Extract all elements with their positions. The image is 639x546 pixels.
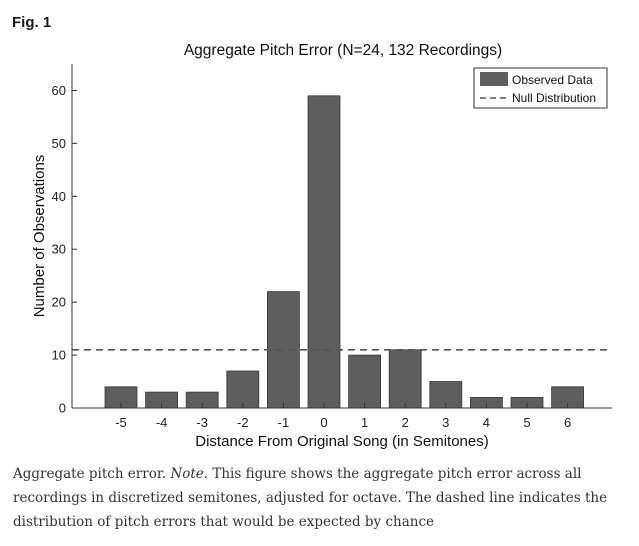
- caption-note-label: Note.: [170, 466, 209, 482]
- caption-text: This figure shows the aggregate pitch er…: [13, 466, 608, 530]
- caption-prefix: Aggregate pitch error.: [13, 466, 171, 482]
- legend-label-null: Null Distribution: [512, 91, 596, 105]
- legend-label-observed: Observed Data: [512, 73, 593, 87]
- x-tick-label: -4: [156, 415, 168, 430]
- y-axis-label: Number of Observations: [31, 155, 48, 318]
- legend-swatch-observed: [480, 72, 508, 86]
- figure-caption: Aggregate pitch error. Note. This figure…: [13, 462, 628, 534]
- bar: [388, 349, 422, 409]
- x-tick-label: -2: [237, 415, 249, 430]
- y-tick-label: 10: [52, 348, 66, 363]
- y-tick-label: 50: [52, 136, 66, 151]
- y-tick-label: 20: [52, 295, 66, 310]
- x-tick-label: -1: [278, 415, 290, 430]
- chart-title: Aggregate Pitch Error (N=24, 132 Recordi…: [184, 42, 502, 59]
- x-tick-label: 2: [402, 415, 409, 430]
- x-tick-label: 1: [361, 415, 368, 430]
- x-axis-label: Distance From Original Song (in Semitone…: [195, 433, 488, 450]
- y-tick-label: 60: [52, 83, 66, 98]
- x-tick-label: -3: [196, 415, 208, 430]
- x-tick-label: 3: [442, 415, 449, 430]
- bar: [348, 354, 382, 409]
- bar-chart: Aggregate Pitch Error (N=24, 132 Recordi…: [31, 42, 612, 450]
- x-tick-label: 4: [483, 415, 490, 430]
- bar: [226, 370, 260, 409]
- figure-label: Fig. 1: [12, 14, 52, 31]
- x-tick-label: 0: [320, 415, 327, 430]
- x-tick-label: 5: [523, 415, 530, 430]
- y-tick-label: 40: [52, 189, 66, 204]
- legend: Observed Data Null Distribution: [473, 67, 608, 109]
- x-tick-label: 6: [564, 415, 571, 430]
- x-tick-label: -5: [115, 415, 127, 430]
- y-tick-label: 30: [52, 242, 66, 257]
- bar: [307, 95, 341, 409]
- plot-area: 0 10 20 30 40 50 60 -5 -4 -3 -2 -1 0 1 2 3 4 5 6: [52, 64, 612, 430]
- y-tick-label: 0: [59, 401, 66, 416]
